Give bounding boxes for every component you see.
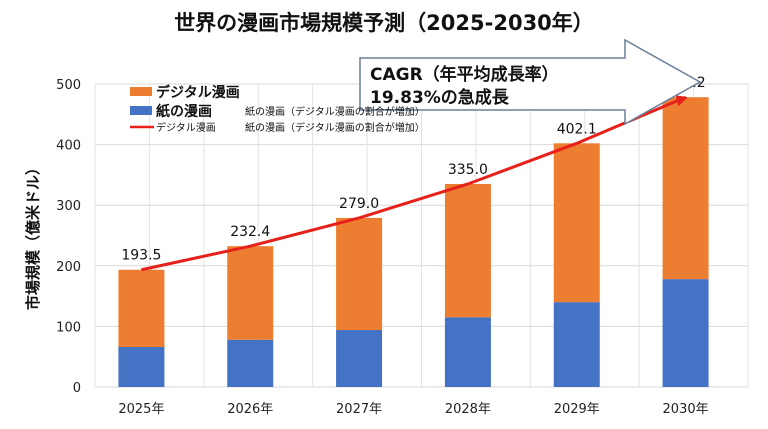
x-tick-label: 2030年: [663, 402, 709, 417]
x-axis: 2025年 2026年 2027年 2028年 2029年 2030年: [118, 402, 708, 417]
bar-print: [444, 317, 491, 387]
total-label: 279.0: [339, 196, 379, 212]
bar-print: [662, 279, 709, 387]
bar-print: [118, 347, 165, 387]
bars: [118, 97, 709, 387]
x-tick-label: 2028年: [445, 402, 491, 417]
bar-print: [336, 330, 383, 387]
total-label: 402.1: [557, 121, 597, 137]
callout-line2: 19.83%の急成長: [370, 87, 510, 108]
bar-digital: [662, 97, 709, 280]
x-tick-label: 2026年: [227, 402, 273, 417]
bar-print: [227, 339, 274, 387]
total-label: 232.4: [230, 224, 270, 240]
y-tick-label: 400: [56, 139, 81, 154]
bar-digital: [336, 217, 383, 331]
legend-entry-digital: デジタル漫画: [156, 84, 240, 101]
arrowhead-icon: [675, 95, 688, 107]
y-tick-label: 0: [73, 381, 81, 396]
y-axis-label: 市場規模（億米ドル）: [24, 160, 42, 310]
bar-digital: [444, 183, 491, 318]
y-tick-label: 200: [56, 260, 81, 275]
y-tick-label: 100: [56, 320, 81, 335]
cagr-callout: CAGR（年平均成長率） 19.83%の急成長: [359, 38, 702, 126]
x-tick-label: 2025年: [118, 402, 164, 417]
trend-line: [141, 95, 688, 272]
legend-note-2: 紙の漫画（デジタル漫画の割合が増加）: [245, 121, 425, 134]
y-tick-label: 300: [56, 199, 81, 214]
legend-swatch-digital: [130, 87, 152, 96]
legend: デジタル漫画 紙の漫画 紙の漫画（デジタル漫画の割合が増加） デジタル漫画 紙の…: [130, 84, 425, 134]
total-label: 193.5: [121, 248, 161, 264]
bar-print: [553, 302, 600, 387]
legend-entry-print: 紙の漫画: [156, 103, 212, 120]
total-label: 335.0: [448, 162, 488, 178]
x-tick-label: 2029年: [554, 402, 600, 417]
callout-line1: CAGR（年平均成長率）: [370, 64, 559, 85]
x-tick-label: 2027年: [336, 402, 382, 417]
bar-digital: [553, 143, 600, 303]
legend-entry-line: デジタル漫画: [156, 121, 216, 134]
legend-note-1: 紙の漫画（デジタル漫画の割合が増加）: [245, 105, 425, 118]
bar-digital: [118, 269, 165, 348]
bar-digital: [227, 246, 274, 340]
legend-swatch-print: [130, 106, 152, 115]
chart-title: 世界の漫画市場規模予測（2025-2030年）: [174, 11, 594, 35]
y-tick-label: 500: [56, 78, 81, 93]
y-axis: 0 100 200 300 400 500: [56, 78, 81, 396]
trend-polyline: [141, 95, 687, 272]
